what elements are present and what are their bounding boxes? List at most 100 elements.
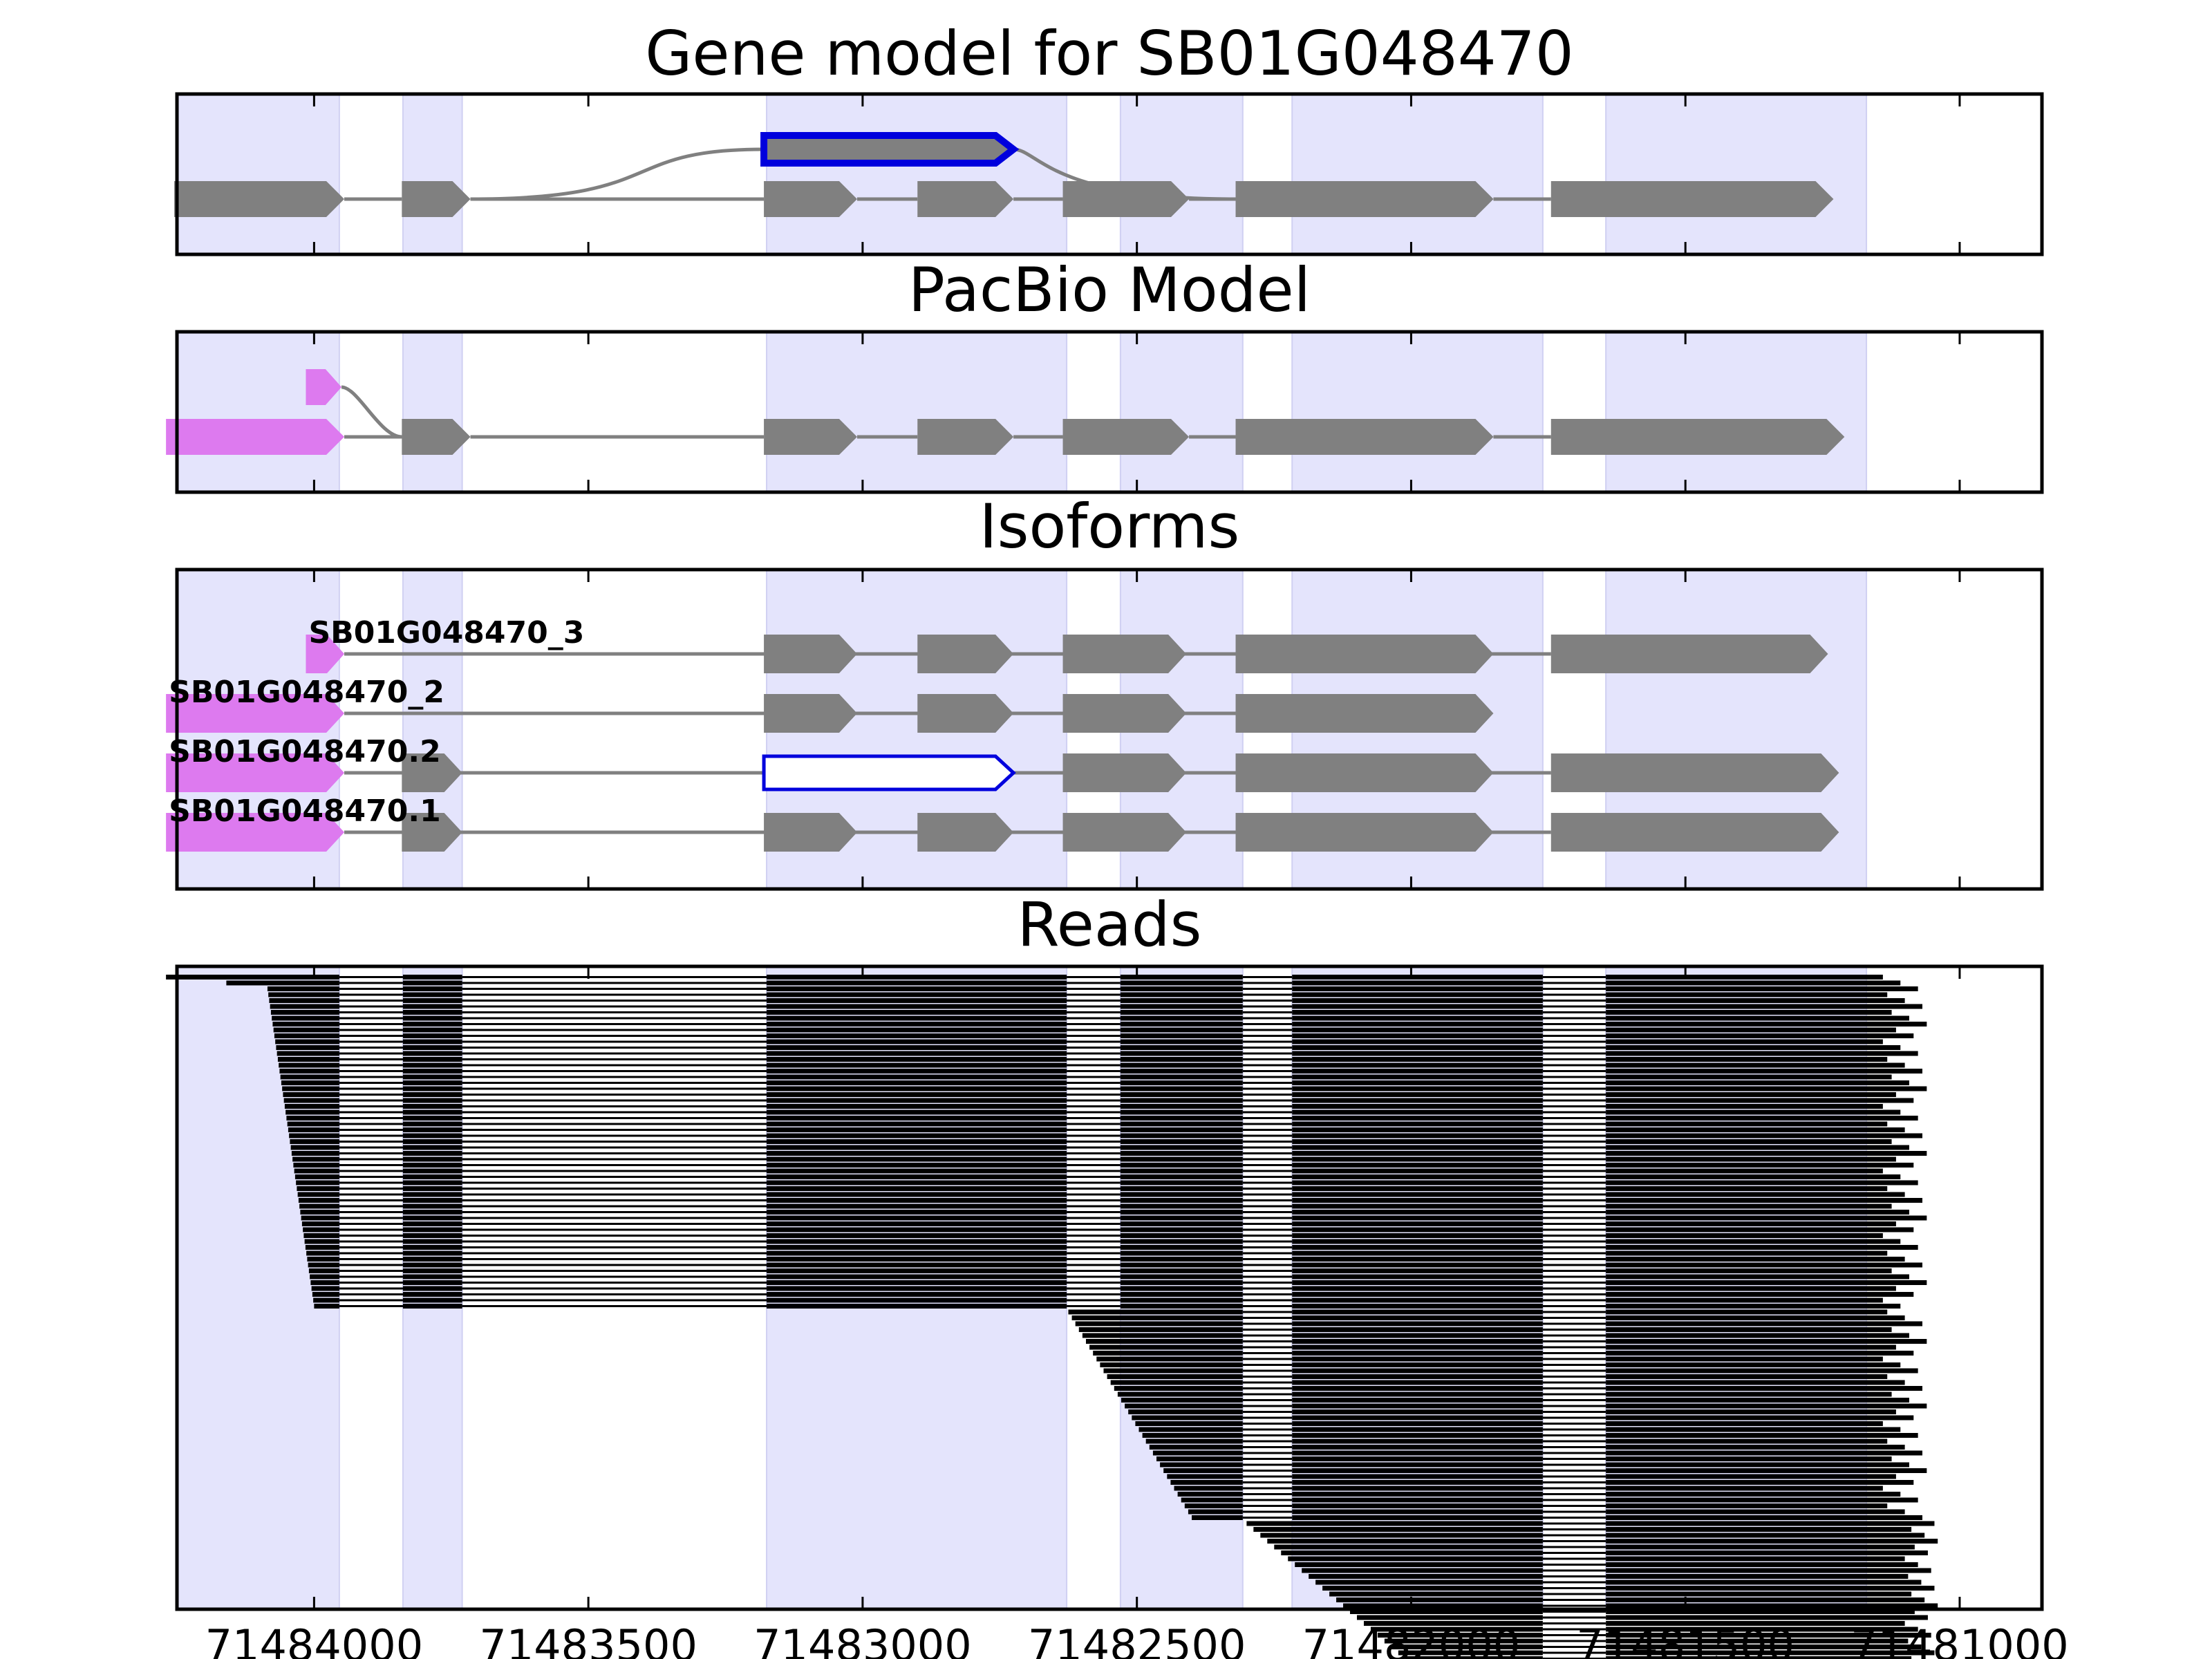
read-gap <box>1242 976 1293 978</box>
read-block <box>1606 992 1888 997</box>
read-gap <box>462 1058 767 1060</box>
read-gap <box>1242 1329 1293 1331</box>
read-block <box>1120 975 1243 980</box>
read-block <box>166 975 339 980</box>
read-gap <box>1242 1322 1293 1325</box>
read <box>1071 1315 1905 1320</box>
read-gap <box>1067 1047 1121 1049</box>
exon-band <box>1291 331 1544 493</box>
read-gap <box>1067 1035 1121 1037</box>
read-block <box>767 1304 1067 1309</box>
read-block <box>1606 1480 1914 1485</box>
read <box>283 1092 1896 1097</box>
read-gap <box>1067 1223 1121 1225</box>
read <box>1246 1521 1935 1526</box>
read-block <box>1292 1380 1543 1385</box>
read-gap <box>462 1076 767 1078</box>
read-gap <box>1242 1299 1293 1302</box>
read-gap <box>1542 1146 1606 1149</box>
read <box>268 992 1888 997</box>
read-gap <box>1542 1399 1606 1401</box>
read-block <box>1606 1010 1892 1015</box>
read-block <box>1606 1333 1909 1338</box>
read-gap <box>462 1252 767 1255</box>
read <box>314 1304 1901 1309</box>
read-gap <box>1542 1293 1606 1295</box>
read-block <box>1606 1274 1909 1280</box>
read-gap <box>1542 982 1606 984</box>
read-block <box>1292 1145 1543 1150</box>
read-gap <box>1067 1199 1121 1201</box>
read-block <box>1606 1239 1901 1244</box>
read-gap <box>1542 1463 1606 1466</box>
read-block <box>1120 998 1243 1003</box>
read-block <box>1606 1109 1901 1115</box>
read-gap <box>1242 982 1293 984</box>
read-block <box>1149 1445 1243 1450</box>
read-gap <box>462 1235 767 1237</box>
read <box>1336 1597 1925 1602</box>
read-block <box>1120 1180 1243 1185</box>
x-tick-label: 71482000 <box>1302 1620 1521 1659</box>
read-gap <box>1542 1329 1606 1331</box>
read-block <box>1117 1391 1243 1397</box>
read-block <box>1292 1098 1543 1103</box>
read-block <box>767 1062 1067 1068</box>
read-block <box>301 1215 339 1221</box>
read-block <box>1606 1380 1905 1385</box>
read-gap <box>1067 1111 1121 1114</box>
read-block <box>1606 1509 1905 1515</box>
read-block <box>402 1033 462 1038</box>
read <box>1370 1627 1918 1632</box>
read-block <box>1120 1274 1243 1280</box>
read-block <box>289 1133 339 1138</box>
read-block <box>1343 1603 1543 1609</box>
read-block <box>1302 1568 1543 1573</box>
read-block <box>402 1022 462 1027</box>
read-gap <box>1542 1428 1606 1431</box>
read-block <box>310 1274 339 1280</box>
read-block <box>1292 1327 1543 1332</box>
read-block <box>1329 1591 1543 1597</box>
read-block <box>298 1198 339 1203</box>
read-gap <box>1242 1129 1293 1131</box>
read <box>1322 1586 1935 1591</box>
read-block <box>767 1027 1067 1033</box>
read-gap <box>462 1211 767 1213</box>
read <box>1281 1550 1928 1555</box>
read-gap <box>1242 1017 1293 1020</box>
read-block <box>1170 1480 1243 1485</box>
read <box>1253 1527 1912 1532</box>
read-gap <box>1542 1358 1606 1360</box>
read-block <box>1292 1421 1543 1426</box>
read-block <box>767 1139 1067 1144</box>
read-gap <box>1242 1029 1293 1031</box>
read-block <box>1606 1533 1925 1538</box>
read-gap <box>1242 1510 1293 1513</box>
read-gap <box>339 1217 403 1219</box>
read-block <box>1606 1603 1938 1609</box>
read-block <box>1309 1574 1543 1579</box>
read <box>1377 1633 1931 1638</box>
read-gap <box>1242 1087 1293 1090</box>
read-gap <box>1542 1446 1606 1448</box>
read-block <box>1606 1644 1922 1649</box>
read-block <box>767 1174 1067 1179</box>
exon-band <box>1605 93 1868 255</box>
read <box>290 1139 1892 1144</box>
exon <box>1550 181 1834 217</box>
read-block <box>1103 1368 1243 1374</box>
read-gap <box>339 1258 403 1260</box>
read-block <box>1606 986 1918 991</box>
read-gap <box>1067 1299 1121 1302</box>
read-gap <box>1067 988 1121 990</box>
read-gap <box>1542 1282 1606 1284</box>
read-block <box>1120 1104 1243 1109</box>
read-gap <box>462 1023 767 1025</box>
read-block <box>1120 1027 1243 1033</box>
read-gap <box>1542 1569 1606 1572</box>
read-gap <box>1542 1235 1606 1237</box>
read-gap <box>1542 1381 1606 1384</box>
read-block <box>767 1280 1067 1285</box>
read-gap <box>1242 1458 1293 1460</box>
